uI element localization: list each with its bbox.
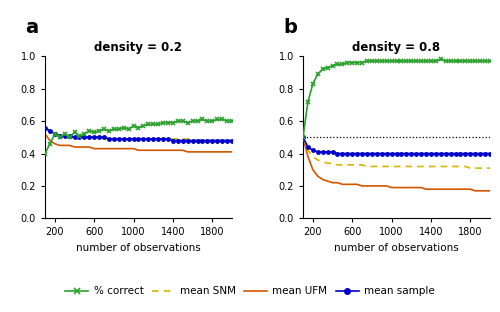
X-axis label: number of observations: number of observations <box>334 243 459 253</box>
Title: density = 0.8: density = 0.8 <box>352 41 440 54</box>
Title: density = 0.2: density = 0.2 <box>94 41 182 54</box>
X-axis label: number of observations: number of observations <box>76 243 201 253</box>
Text: b: b <box>283 18 297 37</box>
Legend: % correct, mean SNM, mean UFM, mean sample: % correct, mean SNM, mean UFM, mean samp… <box>62 282 438 300</box>
Text: a: a <box>25 18 38 37</box>
